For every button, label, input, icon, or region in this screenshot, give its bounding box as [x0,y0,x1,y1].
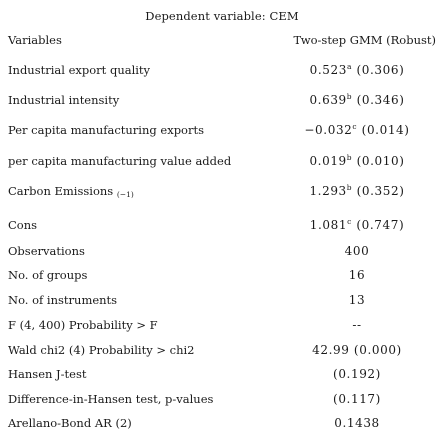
stat-row: Arellano-Bond AR (2) 0.1438 [0,416,444,436]
dependent-variable-title: Dependent variable: CEM [145,9,299,23]
row-label: Industrial intensity [8,93,120,107]
stat-value: 400 [344,244,370,258]
table-header-row: Variables Two-step GMM (Robust) [0,33,444,53]
coefficient: 0.019 [309,154,347,168]
coefficient: 1.081 [309,218,348,232]
stat-value: 0.1438 [334,416,380,430]
standard-error: (0.014) [361,123,410,137]
stat-value: 42.99 (0.000) [312,343,402,357]
significance-mark: c [352,122,358,131]
row-estimate: 1.081c (0.747) [262,218,444,232]
row-label: Cons [8,218,38,232]
row-label: Industrial export quality [8,63,151,77]
row-label: per capita manufacturing value added [8,154,232,168]
stat-row: Hansen J-test (0.192) [0,367,444,387]
significance-mark: b [346,92,353,101]
table-row: Per capita manufacturing exports −0.032c… [0,123,444,143]
variables-header: Variables [8,33,62,47]
standard-error: (0.352) [356,184,405,198]
stat-label: F (4, 400) Probability > F [8,318,158,332]
stat-label: Hansen J-test [8,367,87,381]
significance-mark: c [347,217,352,226]
standard-error: (0.306) [356,63,405,77]
table-row: per capita manufacturing value added 0.0… [0,154,444,174]
model-header: Two-step GMM (Robust) [293,33,437,47]
stat-value: 16 [348,268,366,282]
coefficient: 1.293 [309,184,347,198]
row-estimate: 0.523a (0.306) [262,63,444,77]
table-row: Cons 1.081c (0.747) [0,218,444,238]
significance-mark: a [346,62,353,71]
standard-error: (0.747) [356,218,405,232]
stat-label: Arellano-Bond AR (2) [8,416,132,430]
row-estimate: 0.019b (0.010) [262,154,444,168]
stat-row: Observations 400 [0,244,444,264]
lag-subscript: (−1) [116,190,134,199]
stat-label: Difference-in-Hansen test, p-values [8,392,214,406]
significance-mark: b [346,183,353,192]
row-estimate: −0.032c (0.014) [262,123,444,137]
coefficient: −0.032 [304,123,353,137]
stat-value: (0.192) [333,367,381,381]
stat-row: No. of groups 16 [0,268,444,288]
coefficient: 0.523 [309,63,347,77]
significance-mark: b [346,153,353,162]
row-label: Carbon Emissions (−1) [8,184,134,198]
table-row: Carbon Emissions (−1) 1.293b (0.352) [0,184,444,204]
standard-error: (0.346) [356,93,405,107]
stat-label: No. of instruments [8,293,118,307]
standard-error: (0.010) [356,154,405,168]
stat-row: No. of instruments 13 [0,293,444,313]
row-estimate: 1.293b (0.352) [262,184,444,198]
stat-value: -- [352,318,362,332]
table-row: Industrial export quality 0.523a (0.306) [0,63,444,83]
stat-value: 13 [348,293,366,307]
coefficient: 0.639 [309,93,347,107]
stat-label: Wald chi2 (4) Probability > chi2 [8,343,195,357]
row-estimate: 0.639b (0.346) [262,93,444,107]
row-label-text: Carbon Emissions [8,184,114,198]
stat-value: (0.117) [333,392,381,406]
stat-row: Wald chi2 (4) Probability > chi2 42.99 (… [0,343,444,363]
stat-row: F (4, 400) Probability > F -- [0,318,444,338]
stat-label: No. of groups [8,268,88,282]
stat-row: Difference-in-Hansen test, p-values (0.1… [0,392,444,412]
row-label: Per capita manufacturing exports [8,123,204,137]
table-row: Industrial intensity 0.639b (0.346) [0,93,444,113]
stat-label: Observations [8,244,85,258]
